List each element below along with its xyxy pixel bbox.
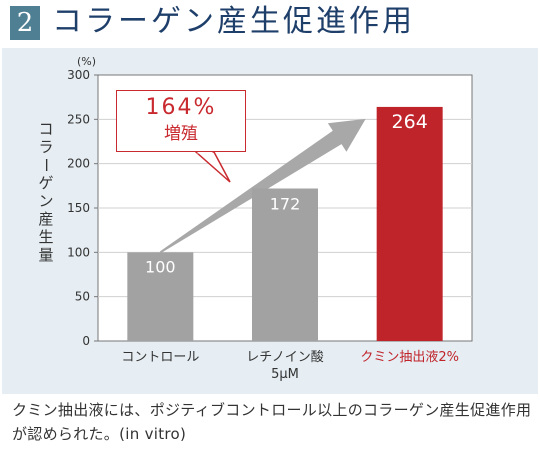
growth-arrow [159, 118, 366, 254]
growth-arrow-shape [159, 118, 366, 254]
bar-value-label: 100 [145, 257, 176, 276]
y-tick-label: 200 [67, 157, 90, 171]
y-tick-label: 50 [75, 290, 90, 304]
y-axis-label-char: ゲ [38, 174, 53, 192]
y-axis-label-char: 量 [38, 246, 53, 264]
header: 2 コラーゲン産生促進作用 [0, 0, 540, 48]
bar [376, 106, 443, 341]
y-axis-label-char: コ [38, 120, 53, 138]
x-category-label: 5μM [271, 367, 299, 382]
bar-value-label: 172 [270, 194, 301, 213]
y-tick-label: 300 [67, 68, 90, 82]
y-axis-label-char: 生 [38, 228, 53, 246]
y-tick-label: 150 [67, 201, 90, 215]
bar [252, 188, 318, 341]
y-axis-label-char: ラ [38, 138, 53, 156]
callout-label: 増殖 [164, 124, 198, 144]
y-tick-label: 0 [82, 334, 90, 348]
bar [127, 252, 194, 341]
y-axis-label-char: ー [37, 157, 55, 172]
section-number-badge: 2 [10, 6, 40, 40]
caption-text: クミン抽出液には、ポジティブコントロール以上のコラーゲン産生促進作用が認められた… [12, 401, 532, 443]
y-tick-label: 100 [67, 245, 90, 259]
callout-value: 164% [145, 95, 217, 120]
x-category-label: コントロール [121, 350, 199, 365]
x-category-label: クミン抽出液2% [360, 350, 459, 365]
y-axis-label-char: ン [38, 192, 53, 210]
bars [127, 106, 443, 341]
page-title: コラーゲン産生促進作用 [52, 4, 415, 39]
y-axis-label-char: 産 [38, 210, 53, 228]
axes [94, 74, 98, 342]
growth-callout: 164% 増殖 [116, 90, 246, 152]
y-tick-label: 250 [67, 112, 90, 126]
y-unit-label: (%) [77, 55, 96, 68]
x-category-label: レチノイン酸 [246, 350, 324, 365]
bar-value-label: 264 [392, 111, 428, 133]
